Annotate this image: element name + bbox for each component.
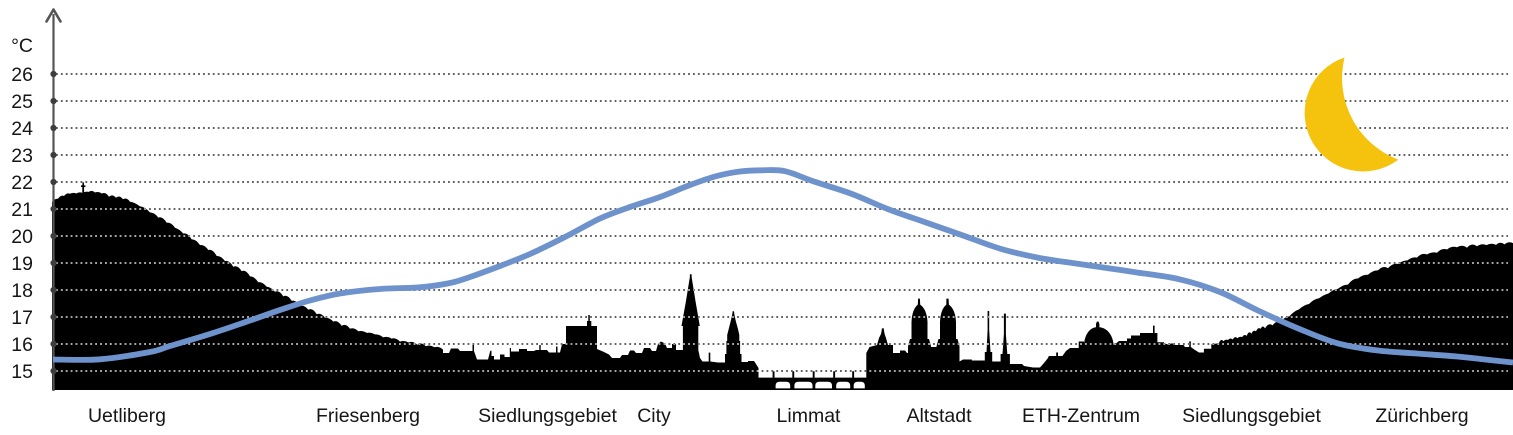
- svg-text:17: 17: [11, 307, 33, 329]
- svg-text:Friesenberg: Friesenberg: [316, 405, 420, 427]
- svg-text:26: 26: [11, 64, 33, 86]
- svg-text:20: 20: [11, 226, 33, 248]
- svg-text:Siedlungsgebiet: Siedlungsgebiet: [1182, 405, 1321, 427]
- svg-text:24: 24: [11, 118, 33, 140]
- svg-text:City: City: [637, 405, 671, 427]
- svg-text:25: 25: [11, 91, 33, 113]
- svg-text:Uetliberg: Uetliberg: [88, 405, 166, 427]
- svg-text:22: 22: [11, 172, 33, 194]
- svg-text:15: 15: [11, 361, 33, 383]
- svg-text:Siedlungsgebiet: Siedlungsgebiet: [478, 405, 617, 427]
- svg-text:21: 21: [11, 199, 33, 221]
- svg-text:ETH-Zentrum: ETH-Zentrum: [1022, 405, 1140, 427]
- svg-text:Limmat: Limmat: [777, 405, 842, 427]
- svg-text:18: 18: [11, 280, 33, 302]
- svg-text:Altstadt: Altstadt: [906, 405, 972, 427]
- svg-text:16: 16: [11, 334, 33, 356]
- svg-text:23: 23: [11, 145, 33, 167]
- svg-text:°C: °C: [11, 35, 33, 57]
- svg-text:Zürichberg: Zürichberg: [1375, 405, 1468, 427]
- svg-text:19: 19: [11, 253, 33, 275]
